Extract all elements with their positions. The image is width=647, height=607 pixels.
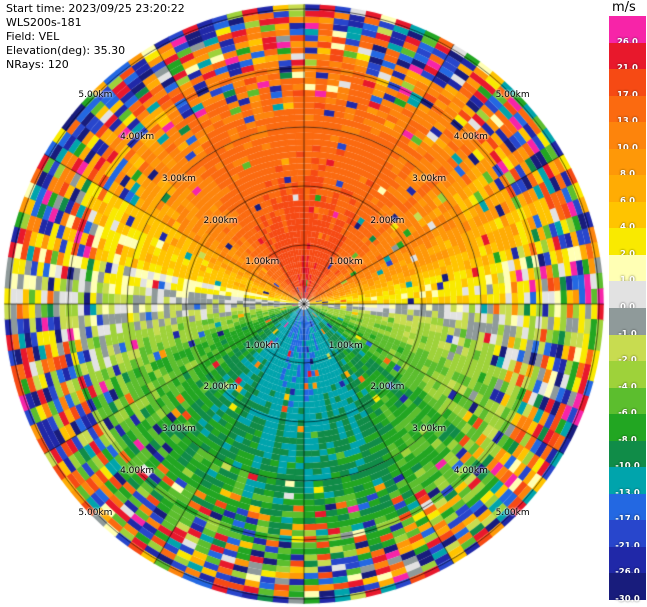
colorbar-tick-label: 17.0 <box>609 90 646 100</box>
field-name: Field: VEL <box>6 30 60 43</box>
colorbar-tick-label: 8.0 <box>609 170 646 180</box>
colorbar-cell <box>609 201 646 229</box>
colorbar-cell <box>609 228 646 256</box>
colorbar-cell <box>609 281 646 309</box>
colorbar-cell <box>609 16 646 44</box>
colorbar-tick-label: -21.0 <box>609 541 646 551</box>
colorbar-cell <box>609 361 646 389</box>
colorbar-tick-label: -8.0 <box>609 435 646 445</box>
colorbar-cell <box>609 387 646 415</box>
colorbar-cell <box>609 69 646 97</box>
colorbar-tick-label: -30.0 <box>615 594 640 605</box>
colorbar-bar: 26.0 21.0 17.0 13.0 10.0 8.0 6.0 4.0 2.0 1.0 0.0 -1… <box>609 16 646 605</box>
colorbar-tick-label: 1.0 <box>609 276 646 286</box>
colorbar-cell <box>609 175 646 203</box>
colorbar-cell <box>609 546 646 574</box>
colorbar-tick-label: -17.0 <box>609 515 646 525</box>
colorbar-cell <box>609 308 646 336</box>
colorbar-cell <box>609 122 646 150</box>
colorbar-tick-label: -4.0 <box>609 382 646 392</box>
colorbar-tick-label: 4.0 <box>609 223 646 233</box>
colorbar-title: m/s <box>612 0 636 15</box>
colorbar-tick-label: 0.0 <box>609 303 646 313</box>
colorbar-cell <box>609 148 646 176</box>
ppi-plot-canvas <box>0 0 607 607</box>
scan-start-time: Start time: 2023/09/25 23:20:22 <box>6 2 185 15</box>
colorbar-tick-label: -13.0 <box>609 488 646 498</box>
colorbar-cell <box>609 440 646 468</box>
colorbar-cell <box>609 334 646 362</box>
nrays-value: NRays: 120 <box>6 58 69 71</box>
colorbar-tick-label: -6.0 <box>609 409 646 419</box>
colorbar-tick-label: -10.0 <box>609 462 646 472</box>
colorbar-tick-label: 21.0 <box>609 64 646 74</box>
colorbar-tick-label: 2.0 <box>609 249 646 259</box>
colorbar-cell <box>609 520 646 548</box>
colorbar-tick-label: 6.0 <box>609 196 646 206</box>
colorbar-cell <box>609 467 646 495</box>
scan-info: Start time: 2023/09/25 23:20:22 WLS200s-… <box>6 2 185 72</box>
colorbar-cell <box>609 414 646 442</box>
colorbar-tick-label: -26.0 <box>609 568 646 578</box>
colorbar-cell <box>609 95 646 123</box>
colorbar: m/s 26.0 21.0 17.0 13.0 10.0 8.0 6.0 4.0 2.0 1.0 0… <box>609 0 647 607</box>
colorbar-tick-label: -2.0 <box>609 356 646 366</box>
colorbar-tick-label: 10.0 <box>609 143 646 153</box>
colorbar-tick-label: 13.0 <box>609 117 646 127</box>
colorbar-cell <box>609 493 646 521</box>
colorbar-cell <box>609 254 646 282</box>
instrument-name: WLS200s-181 <box>6 16 82 29</box>
elevation-value: Elevation(deg): 35.30 <box>6 44 126 57</box>
colorbar-tick-label: 26.0 <box>609 37 646 47</box>
colorbar-tick-label: -1.0 <box>609 329 646 339</box>
colorbar-cell <box>609 573 646 601</box>
colorbar-cell <box>609 42 646 70</box>
